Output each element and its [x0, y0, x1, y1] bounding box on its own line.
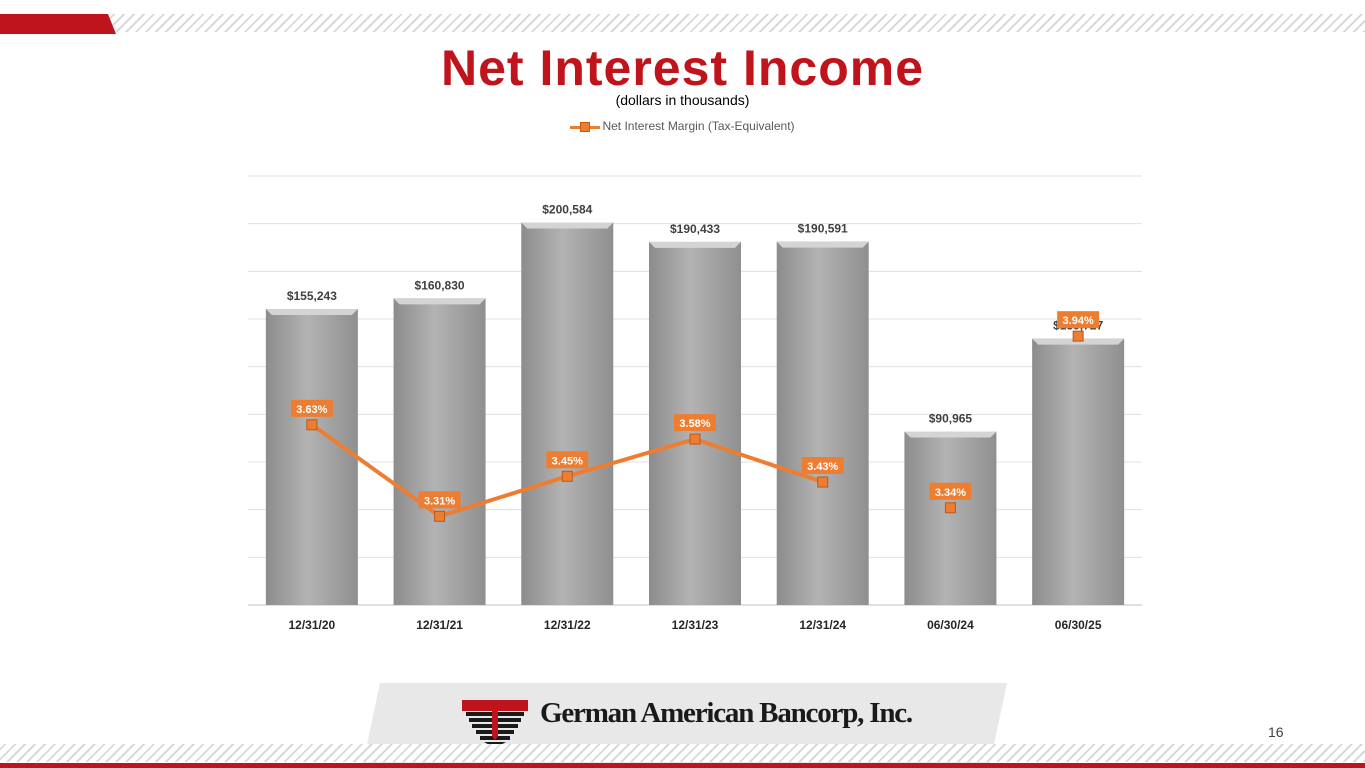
margin-label-box [801, 457, 844, 475]
bar-bevel [265, 309, 358, 316]
slide-title: Net Interest Income [440, 40, 924, 96]
category-tick-label: 12/31/20 [288, 618, 335, 632]
legend-label: Net Interest Margin (Tax-Equivalent) [602, 119, 795, 133]
bar-bevel [393, 298, 486, 305]
margin-label-box [1057, 311, 1100, 329]
bar-06/30/25 [1032, 338, 1125, 605]
top-red-tab [0, 14, 116, 34]
bar-value-label: $200,584 [542, 203, 592, 217]
margin-value-label: 3.43% [807, 461, 838, 473]
margin-label-box [929, 482, 972, 500]
margin-value-label: 3.63% [296, 404, 327, 416]
bar-value-label: $190,591 [798, 222, 848, 236]
bar-value-label: $160,830 [415, 278, 465, 292]
chart-legend: Net Interest Margin (Tax-Equivalent) [0, 118, 1365, 134]
bottom-red-line [0, 763, 1365, 768]
margin-value-label: 3.34% [935, 487, 966, 499]
bar-value-label: $90,965 [929, 412, 973, 426]
bar-12/31/22 [521, 222, 614, 606]
bar-value-label: $190,433 [670, 222, 720, 236]
bar-bevel [904, 431, 997, 438]
bar-bevel [649, 241, 741, 248]
margin-label-box [290, 399, 333, 417]
margin-label-box [546, 451, 589, 469]
chart-labels: $155,243 12/31/20 $160,830 12/31/21 $200,584… [287, 203, 1104, 632]
margin-point-marker [1072, 330, 1084, 342]
bar-12/31/20 [265, 309, 358, 605]
margin-point-marker [306, 419, 318, 431]
slide-subtitle: (dollars in thousands) [615, 92, 750, 108]
category-tick-label: 12/31/21 [416, 618, 463, 632]
margin-label-box [418, 491, 461, 509]
margin-label-box [674, 414, 716, 432]
bottom-stripe-band [0, 744, 1365, 762]
margin-value-label: 3.94% [1063, 315, 1094, 327]
category-tick-label: 12/31/22 [544, 618, 591, 632]
chart-bars [265, 222, 1125, 606]
bar-06/30/24 [904, 431, 997, 605]
margin-point-marker [689, 433, 701, 445]
margin-point-marker [561, 470, 573, 482]
category-tick-label: 06/30/25 [1055, 618, 1102, 632]
margin-value-label: 3.45% [552, 455, 583, 467]
bar-value-label: $155,243 [287, 289, 337, 303]
margin-value-label: 3.31% [424, 495, 455, 507]
legend-line-marker-icon [570, 121, 601, 133]
top-stripe-band [0, 14, 1365, 32]
margin-point-marker [817, 476, 829, 488]
bar-bevel [521, 222, 614, 229]
margin-value-label: 3.58% [679, 418, 710, 430]
company-name: German American Bancorp, Inc. [540, 697, 913, 729]
bar-12/31/21 [393, 298, 486, 605]
margin-point-marker [434, 510, 446, 522]
page-number: 16 [1268, 724, 1284, 740]
company-logo-icon [462, 700, 528, 748]
margin-point-marker [944, 502, 956, 514]
bar-bevel [776, 241, 869, 248]
category-tick-label: 06/30/24 [927, 618, 974, 632]
category-tick-label: 12/31/24 [799, 618, 846, 632]
margin-line-layer [306, 330, 1084, 522]
bar-12/31/24 [776, 241, 869, 605]
category-tick-label: 12/31/23 [672, 618, 719, 632]
